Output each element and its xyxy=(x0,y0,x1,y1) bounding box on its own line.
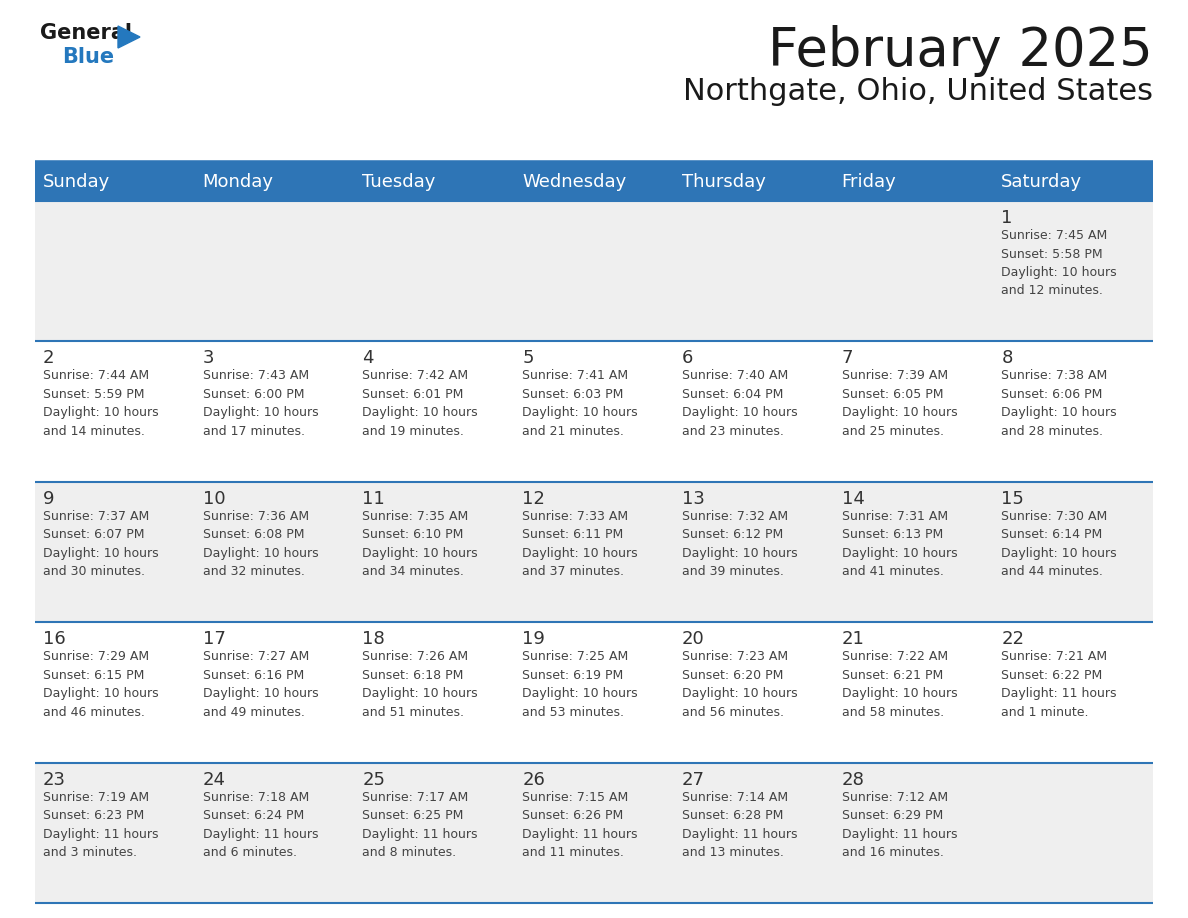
Text: 26: 26 xyxy=(523,770,545,789)
Text: Monday: Monday xyxy=(203,173,273,191)
FancyBboxPatch shape xyxy=(34,341,1154,482)
Text: Sunrise: 7:29 AM
Sunset: 6:15 PM
Daylight: 10 hours
and 46 minutes.: Sunrise: 7:29 AM Sunset: 6:15 PM Dayligh… xyxy=(43,650,159,719)
Text: Sunrise: 7:30 AM
Sunset: 6:14 PM
Daylight: 10 hours
and 44 minutes.: Sunrise: 7:30 AM Sunset: 6:14 PM Dayligh… xyxy=(1001,509,1117,578)
Text: 5: 5 xyxy=(523,350,533,367)
FancyBboxPatch shape xyxy=(34,482,1154,622)
Text: 23: 23 xyxy=(43,770,67,789)
Text: Sunrise: 7:37 AM
Sunset: 6:07 PM
Daylight: 10 hours
and 30 minutes.: Sunrise: 7:37 AM Sunset: 6:07 PM Dayligh… xyxy=(43,509,159,578)
Text: 25: 25 xyxy=(362,770,385,789)
Text: Sunrise: 7:35 AM
Sunset: 6:10 PM
Daylight: 10 hours
and 34 minutes.: Sunrise: 7:35 AM Sunset: 6:10 PM Dayligh… xyxy=(362,509,478,578)
Text: Northgate, Ohio, United States: Northgate, Ohio, United States xyxy=(683,77,1154,106)
Text: Saturday: Saturday xyxy=(1001,173,1082,191)
Text: 11: 11 xyxy=(362,490,385,508)
Text: 18: 18 xyxy=(362,630,385,648)
Text: 20: 20 xyxy=(682,630,704,648)
Text: 1: 1 xyxy=(1001,209,1012,227)
Text: Blue: Blue xyxy=(62,47,114,67)
Text: Sunrise: 7:27 AM
Sunset: 6:16 PM
Daylight: 10 hours
and 49 minutes.: Sunrise: 7:27 AM Sunset: 6:16 PM Dayligh… xyxy=(203,650,318,719)
Text: Sunrise: 7:21 AM
Sunset: 6:22 PM
Daylight: 11 hours
and 1 minute.: Sunrise: 7:21 AM Sunset: 6:22 PM Dayligh… xyxy=(1001,650,1117,719)
Text: 3: 3 xyxy=(203,350,214,367)
Polygon shape xyxy=(118,26,140,48)
FancyBboxPatch shape xyxy=(34,201,1154,341)
Text: 12: 12 xyxy=(523,490,545,508)
Text: Sunrise: 7:43 AM
Sunset: 6:00 PM
Daylight: 10 hours
and 17 minutes.: Sunrise: 7:43 AM Sunset: 6:00 PM Dayligh… xyxy=(203,369,318,438)
Text: Wednesday: Wednesday xyxy=(523,173,626,191)
Text: General: General xyxy=(40,23,132,43)
FancyBboxPatch shape xyxy=(34,622,1154,763)
Text: 22: 22 xyxy=(1001,630,1024,648)
Text: Sunrise: 7:39 AM
Sunset: 6:05 PM
Daylight: 10 hours
and 25 minutes.: Sunrise: 7:39 AM Sunset: 6:05 PM Dayligh… xyxy=(841,369,958,438)
Text: 27: 27 xyxy=(682,770,704,789)
Text: 21: 21 xyxy=(841,630,865,648)
Text: 17: 17 xyxy=(203,630,226,648)
Text: 7: 7 xyxy=(841,350,853,367)
Text: 10: 10 xyxy=(203,490,226,508)
Text: Friday: Friday xyxy=(841,173,896,191)
Text: Sunrise: 7:25 AM
Sunset: 6:19 PM
Daylight: 10 hours
and 53 minutes.: Sunrise: 7:25 AM Sunset: 6:19 PM Dayligh… xyxy=(523,650,638,719)
FancyBboxPatch shape xyxy=(34,163,1154,201)
Text: February 2025: February 2025 xyxy=(769,25,1154,77)
Text: Sunrise: 7:15 AM
Sunset: 6:26 PM
Daylight: 11 hours
and 11 minutes.: Sunrise: 7:15 AM Sunset: 6:26 PM Dayligh… xyxy=(523,790,638,859)
Text: 28: 28 xyxy=(841,770,865,789)
Text: Sunrise: 7:17 AM
Sunset: 6:25 PM
Daylight: 11 hours
and 8 minutes.: Sunrise: 7:17 AM Sunset: 6:25 PM Dayligh… xyxy=(362,790,478,859)
Text: Tuesday: Tuesday xyxy=(362,173,436,191)
Text: 4: 4 xyxy=(362,350,374,367)
Text: Sunrise: 7:23 AM
Sunset: 6:20 PM
Daylight: 10 hours
and 56 minutes.: Sunrise: 7:23 AM Sunset: 6:20 PM Dayligh… xyxy=(682,650,797,719)
Text: 16: 16 xyxy=(43,630,65,648)
Text: 9: 9 xyxy=(43,490,55,508)
Text: Sunrise: 7:44 AM
Sunset: 5:59 PM
Daylight: 10 hours
and 14 minutes.: Sunrise: 7:44 AM Sunset: 5:59 PM Dayligh… xyxy=(43,369,159,438)
Text: 8: 8 xyxy=(1001,350,1012,367)
Text: 14: 14 xyxy=(841,490,865,508)
Text: Sunrise: 7:14 AM
Sunset: 6:28 PM
Daylight: 11 hours
and 13 minutes.: Sunrise: 7:14 AM Sunset: 6:28 PM Dayligh… xyxy=(682,790,797,859)
Text: 2: 2 xyxy=(43,350,55,367)
Text: 24: 24 xyxy=(203,770,226,789)
Text: 19: 19 xyxy=(523,630,545,648)
Text: Sunrise: 7:19 AM
Sunset: 6:23 PM
Daylight: 11 hours
and 3 minutes.: Sunrise: 7:19 AM Sunset: 6:23 PM Dayligh… xyxy=(43,790,158,859)
Text: Sunrise: 7:32 AM
Sunset: 6:12 PM
Daylight: 10 hours
and 39 minutes.: Sunrise: 7:32 AM Sunset: 6:12 PM Dayligh… xyxy=(682,509,797,578)
Text: Sunrise: 7:41 AM
Sunset: 6:03 PM
Daylight: 10 hours
and 21 minutes.: Sunrise: 7:41 AM Sunset: 6:03 PM Dayligh… xyxy=(523,369,638,438)
Text: Sunrise: 7:45 AM
Sunset: 5:58 PM
Daylight: 10 hours
and 12 minutes.: Sunrise: 7:45 AM Sunset: 5:58 PM Dayligh… xyxy=(1001,229,1117,297)
FancyBboxPatch shape xyxy=(34,763,1154,903)
Text: Sunday: Sunday xyxy=(43,173,110,191)
Text: Sunrise: 7:18 AM
Sunset: 6:24 PM
Daylight: 11 hours
and 6 minutes.: Sunrise: 7:18 AM Sunset: 6:24 PM Dayligh… xyxy=(203,790,318,859)
Text: Sunrise: 7:33 AM
Sunset: 6:11 PM
Daylight: 10 hours
and 37 minutes.: Sunrise: 7:33 AM Sunset: 6:11 PM Dayligh… xyxy=(523,509,638,578)
Text: Sunrise: 7:40 AM
Sunset: 6:04 PM
Daylight: 10 hours
and 23 minutes.: Sunrise: 7:40 AM Sunset: 6:04 PM Dayligh… xyxy=(682,369,797,438)
Text: 6: 6 xyxy=(682,350,694,367)
Text: Sunrise: 7:36 AM
Sunset: 6:08 PM
Daylight: 10 hours
and 32 minutes.: Sunrise: 7:36 AM Sunset: 6:08 PM Dayligh… xyxy=(203,509,318,578)
Text: Sunrise: 7:26 AM
Sunset: 6:18 PM
Daylight: 10 hours
and 51 minutes.: Sunrise: 7:26 AM Sunset: 6:18 PM Dayligh… xyxy=(362,650,478,719)
Text: Sunrise: 7:22 AM
Sunset: 6:21 PM
Daylight: 10 hours
and 58 minutes.: Sunrise: 7:22 AM Sunset: 6:21 PM Dayligh… xyxy=(841,650,958,719)
Text: Sunrise: 7:12 AM
Sunset: 6:29 PM
Daylight: 11 hours
and 16 minutes.: Sunrise: 7:12 AM Sunset: 6:29 PM Dayligh… xyxy=(841,790,958,859)
Text: Sunrise: 7:38 AM
Sunset: 6:06 PM
Daylight: 10 hours
and 28 minutes.: Sunrise: 7:38 AM Sunset: 6:06 PM Dayligh… xyxy=(1001,369,1117,438)
Text: Sunrise: 7:31 AM
Sunset: 6:13 PM
Daylight: 10 hours
and 41 minutes.: Sunrise: 7:31 AM Sunset: 6:13 PM Dayligh… xyxy=(841,509,958,578)
Text: 15: 15 xyxy=(1001,490,1024,508)
Text: Sunrise: 7:42 AM
Sunset: 6:01 PM
Daylight: 10 hours
and 19 minutes.: Sunrise: 7:42 AM Sunset: 6:01 PM Dayligh… xyxy=(362,369,478,438)
Text: 13: 13 xyxy=(682,490,704,508)
Text: Thursday: Thursday xyxy=(682,173,766,191)
